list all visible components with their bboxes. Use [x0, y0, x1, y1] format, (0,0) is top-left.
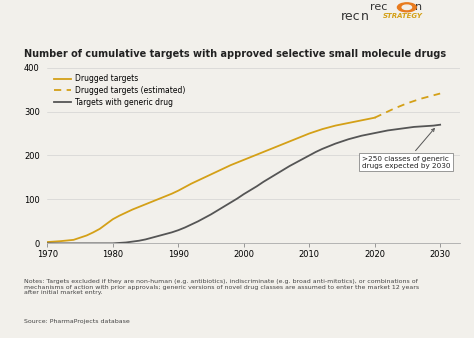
Circle shape [397, 3, 416, 12]
Text: rec: rec [341, 10, 361, 23]
Text: Number of cumulative targets with approved selective small molecule drugs: Number of cumulative targets with approv… [24, 49, 446, 59]
Text: n: n [361, 10, 369, 23]
Text: Notes: Targets excluded if they are non-human (e.g. antibiotics), indiscriminate: Notes: Targets excluded if they are non-… [24, 279, 419, 295]
Legend: Drugged targets, Drugged targets (estimated), Targets with generic drug: Drugged targets, Drugged targets (estima… [51, 71, 188, 110]
Text: Source: PharmaProjects database: Source: PharmaProjects database [24, 319, 129, 324]
Text: >250 classes of generic
drugs expected by 2030: >250 classes of generic drugs expected b… [362, 128, 450, 169]
Text: n: n [415, 2, 422, 12]
Circle shape [402, 5, 411, 9]
Text: rec: rec [370, 2, 387, 12]
Text: STRATEGY: STRATEGY [383, 14, 422, 20]
